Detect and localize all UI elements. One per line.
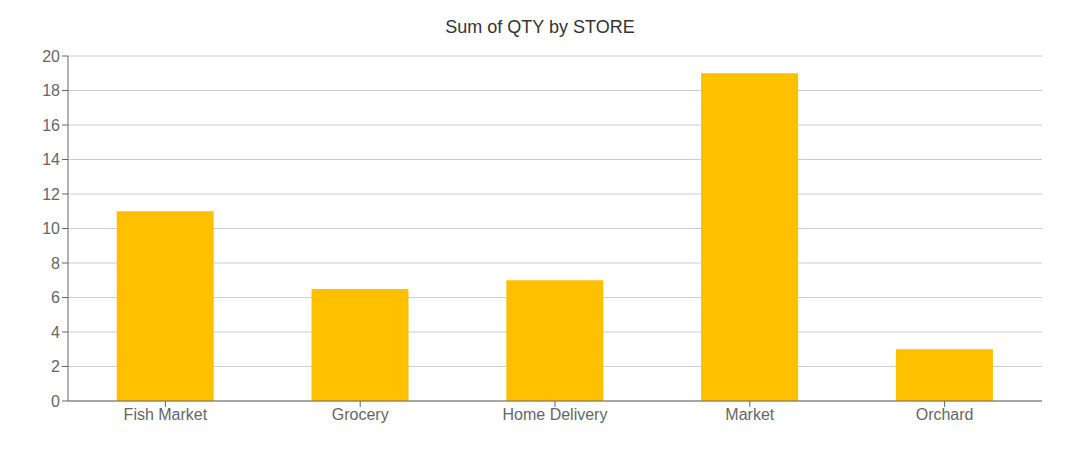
svg-text:Home Delivery: Home Delivery <box>503 406 608 423</box>
svg-text:12: 12 <box>42 186 60 203</box>
svg-text:0: 0 <box>51 393 60 410</box>
svg-text:6: 6 <box>51 289 60 306</box>
svg-text:2: 2 <box>51 358 60 375</box>
svg-text:Grocery: Grocery <box>332 406 389 423</box>
svg-text:4: 4 <box>51 324 60 341</box>
svg-text:Fish Market: Fish Market <box>124 406 208 423</box>
html-text:Sum of QTY by STORE: Sum of QTY by STORE <box>445 17 635 37</box>
svg-text:14: 14 <box>42 151 60 168</box>
svg-text:20: 20 <box>42 48 60 65</box>
svg-text:Orchard: Orchard <box>916 406 974 423</box>
svg-text:16: 16 <box>42 117 60 134</box>
svg-text:10: 10 <box>42 220 60 237</box>
svg-text:8: 8 <box>51 255 60 272</box>
svg-text:18: 18 <box>42 82 60 99</box>
svg-text:Market: Market <box>725 406 774 423</box>
